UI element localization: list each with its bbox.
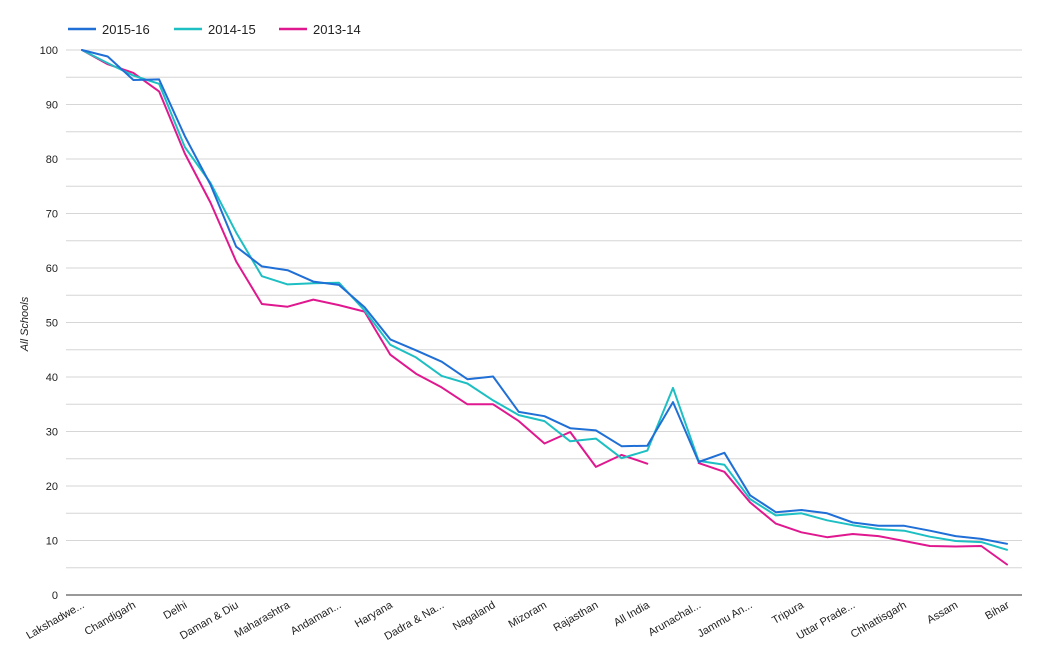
y-tick-label: 40 (46, 372, 58, 384)
legend-label: 2015-16 (102, 22, 150, 37)
x-tick-label: Bihar (983, 599, 1012, 622)
x-tick-label: Mizoram (506, 599, 549, 630)
x-tick-label: Chandigarh (83, 599, 138, 638)
y-axis-title: All Schools (19, 296, 31, 352)
x-tick-label: Nagaland (451, 599, 498, 633)
x-tick-label: Tripura (770, 599, 807, 627)
legend-label: 2013-14 (313, 22, 361, 37)
y-tick-label: 20 (46, 481, 58, 493)
x-tick-label: Uttar Prade... (795, 599, 858, 642)
y-tick-label: 100 (40, 45, 58, 57)
x-tick-label: Maharashtra (233, 599, 293, 641)
x-tick-label: Daman & Diu (178, 599, 241, 642)
x-tick-label: Lakshadwe... (24, 599, 86, 642)
series-line-2013-14 (81, 49, 1008, 566)
x-tick-label: Jammu An... (696, 599, 755, 640)
legend-label: 2014-15 (208, 22, 256, 37)
x-tick-label: Delhi (162, 599, 190, 622)
series-line-2015-16 (81, 49, 1008, 545)
x-tick-label: Assam (925, 599, 960, 626)
grid-lines (66, 49, 1022, 596)
x-tick-label: Andaman... (289, 599, 344, 638)
y-tick-labels: 0 10 20 30 40 50 60 70 80 90 100 (40, 45, 58, 602)
y-tick-label: 10 (46, 536, 58, 548)
x-tick-label: Rajasthan (551, 599, 600, 634)
x-tick-label: Arunachal... (646, 599, 703, 639)
y-tick-label: 0 (52, 590, 58, 602)
x-tick-label: All India (612, 599, 653, 629)
y-tick-label: 30 (46, 427, 58, 439)
y-tick-label: 60 (46, 263, 58, 275)
x-tick-label: Haryana (353, 599, 396, 631)
legend: 2015-16 2014-15 2013-14 (68, 22, 361, 37)
y-tick-label: 90 (46, 100, 58, 112)
series-lines (81, 49, 1008, 566)
y-tick-label: 70 (46, 209, 58, 221)
series-line-2014-15 (81, 49, 1008, 551)
y-tick-label: 80 (46, 154, 58, 166)
y-tick-label: 50 (46, 318, 58, 330)
x-tick-label: Chhattisgarh (849, 599, 909, 641)
